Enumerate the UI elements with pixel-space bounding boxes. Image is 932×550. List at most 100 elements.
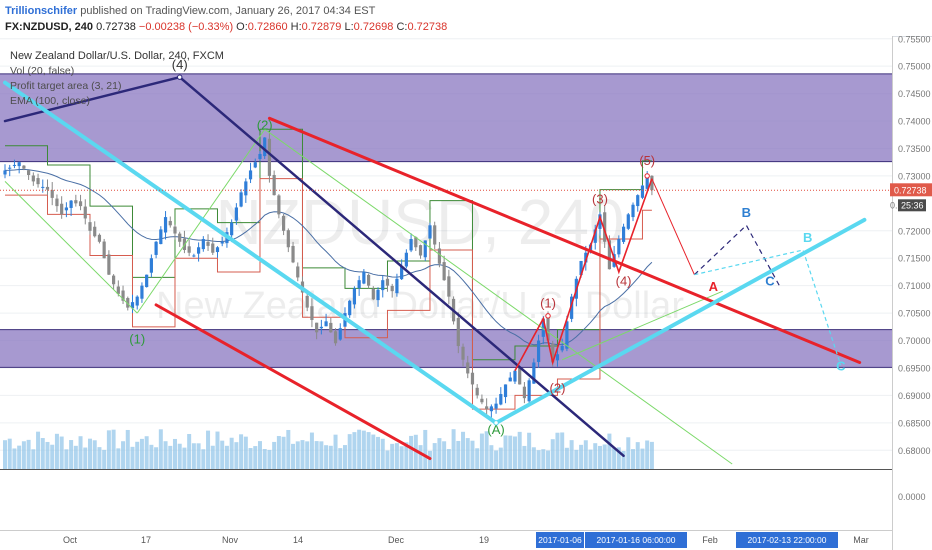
volume-bar (102, 449, 107, 469)
candle-body (437, 248, 442, 264)
time-tick-label: Oct (63, 535, 78, 545)
price-tick-label: 0.73500 (898, 144, 931, 154)
candle-body (395, 278, 399, 294)
volume-bar (149, 444, 154, 469)
candle-body (593, 229, 597, 243)
time-tick-label: Feb (702, 535, 718, 545)
candle-body (17, 162, 21, 167)
price-tick-label: 0.74000 (898, 117, 931, 127)
candle-body (281, 215, 286, 231)
volume-bar (451, 429, 456, 469)
volume-bar (45, 441, 50, 469)
candle-body (196, 247, 201, 254)
candle-body (239, 192, 243, 207)
candle-body (366, 274, 371, 286)
volume-bar (328, 445, 333, 469)
candle-body (215, 247, 220, 253)
candle-body (107, 254, 111, 275)
volume-bar (546, 450, 551, 469)
candle-body (636, 195, 640, 207)
candle-body (376, 289, 380, 301)
candle-body (244, 181, 248, 196)
volume-bar (54, 433, 59, 469)
volume-bar (333, 434, 338, 469)
volume-bar (597, 445, 602, 469)
profit-target-upper (5, 128, 652, 361)
time-cursor: 2017-02-13 22:00:00 (748, 535, 827, 545)
candle-body (220, 241, 224, 244)
volume-bar (69, 440, 74, 469)
candle-body (22, 165, 26, 169)
symbol-label[interactable]: FX:NZDUSD, 240 (5, 21, 94, 33)
volume-bar (276, 436, 281, 469)
candle-body (173, 226, 177, 234)
volume-bar (248, 448, 253, 469)
volume-bar (470, 440, 475, 469)
volume-bar (239, 434, 244, 469)
volume-bar (385, 450, 390, 469)
candle-body (352, 288, 357, 305)
legend-ema[interactable]: EMA (100, close) (10, 95, 90, 107)
candle-body (88, 222, 92, 231)
close-label: C: (396, 21, 408, 33)
volume-bar (272, 441, 277, 469)
candle-body (126, 298, 130, 308)
candle-body (263, 137, 267, 157)
high-value: 0.72879 (301, 21, 342, 33)
volume-bar (295, 441, 300, 469)
volume-bar (257, 441, 262, 469)
legend-volume[interactable]: Vol (20, false) (10, 65, 75, 77)
volume-bar (555, 432, 560, 469)
trendline-red (154, 303, 432, 461)
volume-bar (602, 444, 607, 469)
candle-body (78, 201, 83, 207)
candle-body (234, 207, 238, 221)
low-label: L: (344, 21, 354, 33)
candle-body (338, 328, 342, 340)
volume-bar (489, 445, 494, 469)
candle-body (475, 387, 479, 396)
volume-bar (512, 436, 517, 469)
volume-bar (7, 438, 12, 469)
volume-bar (498, 447, 503, 469)
candle-body (400, 266, 404, 280)
volume-bar (177, 443, 182, 469)
candle-body (154, 241, 158, 255)
candle-body (130, 302, 135, 309)
green-channel-line (561, 290, 723, 361)
volume-bar (376, 436, 381, 469)
candle-body (12, 164, 17, 166)
volume-bar (371, 434, 376, 469)
anchor-point (177, 74, 183, 80)
zone-1 (0, 329, 892, 368)
candle-body (423, 240, 427, 258)
volume-bar (97, 447, 102, 469)
volume-bar (461, 431, 466, 469)
candle-body (447, 276, 451, 297)
candle-body (163, 217, 168, 233)
low-value: 0.72698 (353, 21, 394, 33)
close-value: 0.72738 (407, 21, 448, 33)
publisher-link[interactable]: Trillionschifer (5, 5, 78, 17)
legend-profit-target[interactable]: Profit target area (3, 21) (10, 80, 122, 92)
volume-bar (168, 445, 173, 469)
volume-bar (347, 434, 352, 469)
candle-body (192, 255, 196, 257)
candle-body (69, 200, 73, 208)
candle-body (93, 226, 97, 237)
volume-bar (83, 447, 88, 469)
time-range-end-badge (585, 532, 687, 548)
volume-sub-pane (0, 470, 892, 530)
volume-bar (121, 441, 126, 469)
volume-bar (342, 445, 347, 469)
volume-bar (144, 436, 149, 469)
open-value: 0.72860 (247, 21, 288, 33)
candle-body (631, 204, 635, 218)
volume-bar (621, 450, 626, 469)
candle-body (149, 258, 153, 273)
volume-bar (64, 449, 69, 469)
candle-body (480, 398, 484, 403)
profit-target-lower (5, 178, 652, 410)
volume-bar (26, 439, 31, 469)
